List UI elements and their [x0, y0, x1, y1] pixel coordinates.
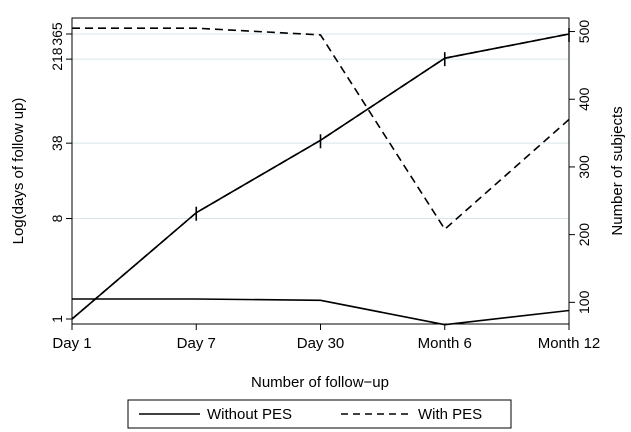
- series-line-with-pes-log_days: [71, 33, 570, 320]
- x-tick-label: Day 30: [297, 335, 345, 352]
- y-axis-left-label: Log(days of follow up): [10, 98, 27, 245]
- x-tick-label: Day 1: [52, 335, 91, 352]
- series-line-without-pes-log_days: [71, 33, 570, 320]
- gridlines: [72, 33, 569, 220]
- y-left-tick-label: 38: [49, 135, 65, 151]
- x-tick-label: Month 6: [418, 335, 472, 352]
- y-right-tick-label: 200: [576, 223, 592, 247]
- y-right-tick-label: 500: [576, 20, 592, 44]
- y-right-tick-label: 300: [576, 155, 592, 179]
- y-right-tick-label: 400: [576, 87, 592, 111]
- series-line-without-pes-subjects: [72, 298, 570, 326]
- y-axis-right-label: Number of subjects: [609, 106, 626, 235]
- x-tick-label: Month 12: [538, 335, 601, 352]
- right-axis: 100 200 300 400 500: [569, 20, 592, 314]
- plot-area-frame: [71, 17, 570, 325]
- x-axis: Day 1 Day 7 Day 30 Month 6 Month 12: [52, 324, 600, 352]
- y-left-tick-label: 365: [49, 22, 65, 46]
- series-lines: [71, 27, 570, 326]
- y-left-tick-label: 218: [49, 47, 65, 71]
- y-left-tick-label: 1: [49, 315, 65, 323]
- legend-label-without-pes: Without PES: [207, 406, 292, 423]
- y-left-tick-label: 8: [49, 214, 65, 222]
- x-axis-label: Number of follow−up: [251, 374, 389, 391]
- x-tick-label: Day 7: [177, 335, 216, 352]
- series-line-with-pes-subjects: [72, 27, 570, 230]
- legend: Without PES With PES: [127, 399, 512, 429]
- y-right-tick-label: 100: [576, 290, 592, 314]
- legend-label-with-pes: With PES: [418, 406, 482, 423]
